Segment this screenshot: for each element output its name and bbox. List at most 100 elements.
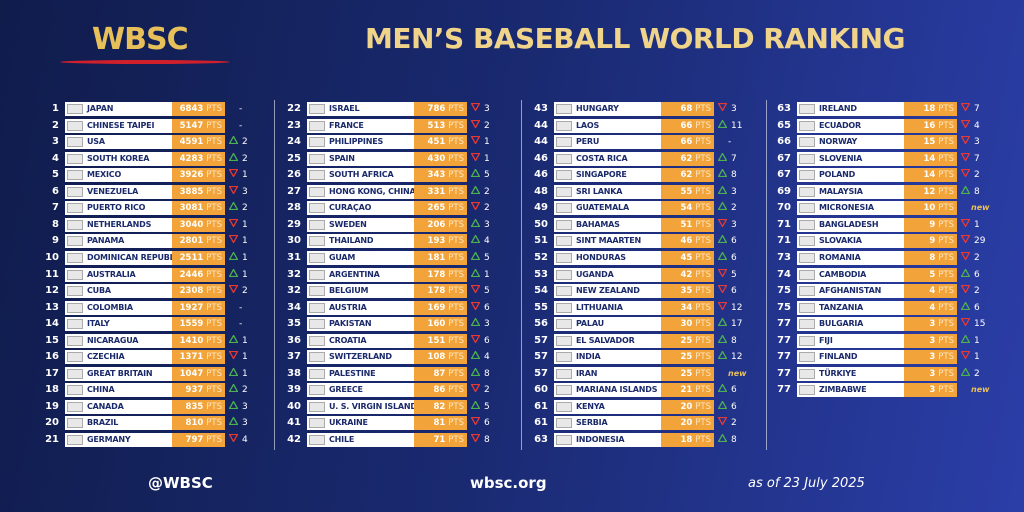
points: 14 bbox=[923, 153, 936, 164]
change: 1 bbox=[228, 168, 263, 182]
flag bbox=[67, 104, 83, 114]
country-name: ECUADOR bbox=[819, 120, 861, 130]
trend-up bbox=[228, 416, 239, 426]
flag bbox=[309, 219, 325, 230]
change-value: 6 bbox=[484, 302, 490, 313]
flag bbox=[67, 435, 83, 445]
rank: 77 bbox=[777, 367, 791, 379]
country-name: PALESTINE bbox=[329, 368, 376, 378]
points-unit: PTS bbox=[938, 269, 954, 280]
points-cell: 331 PTS bbox=[414, 184, 467, 199]
change: 3 bbox=[470, 102, 505, 116]
points-cell: 4591 PTS bbox=[172, 135, 225, 150]
points-unit: PTS bbox=[206, 153, 222, 164]
flag bbox=[799, 170, 815, 181]
country-name: NICARAGUA bbox=[87, 335, 139, 345]
points-cell: 1371 PTS bbox=[172, 350, 225, 365]
change: 8 bbox=[470, 433, 505, 447]
country-name: HUNGARY bbox=[576, 104, 619, 113]
change: 2 bbox=[228, 135, 263, 149]
points-cell: 181 PTS bbox=[414, 250, 467, 265]
rank: 17 bbox=[45, 367, 59, 379]
change-value: 2 bbox=[731, 418, 737, 429]
country-name: GREAT BRITAIN bbox=[87, 368, 153, 378]
country-name: SPAIN bbox=[329, 153, 355, 163]
country-cell: ROMANIA bbox=[797, 250, 904, 265]
country-cell: SPAIN bbox=[307, 151, 414, 166]
change: new bbox=[961, 201, 995, 215]
country-cell: NORWAY bbox=[797, 135, 904, 150]
rank: 66 bbox=[777, 136, 791, 148]
trend-up bbox=[470, 184, 481, 194]
trend-up bbox=[717, 151, 728, 161]
country-cell: DOMINICAN REPUBLIC bbox=[65, 250, 183, 265]
rank: 71 bbox=[777, 235, 791, 247]
country-cell: IRELAND bbox=[797, 102, 904, 116]
change: 2 bbox=[717, 416, 752, 430]
points-unit: PTS bbox=[206, 104, 222, 114]
change-value: 8 bbox=[484, 368, 490, 379]
change-value: 1 bbox=[974, 219, 980, 230]
rank: 61 bbox=[534, 417, 548, 429]
change-value: 5 bbox=[484, 252, 490, 263]
flag bbox=[67, 219, 83, 230]
points: 178 bbox=[427, 286, 446, 297]
change-value: 6 bbox=[484, 335, 490, 346]
change: 6 bbox=[960, 267, 995, 282]
flag bbox=[799, 153, 815, 164]
flag bbox=[799, 219, 815, 230]
country-cell: FIJI bbox=[797, 333, 904, 348]
change: 1 bbox=[960, 333, 995, 348]
change-value: 5 bbox=[484, 286, 490, 297]
trend-up bbox=[717, 433, 728, 443]
country-cell: PAKISTAN bbox=[307, 317, 414, 332]
change-value: 6 bbox=[731, 401, 737, 412]
flag bbox=[67, 120, 83, 131]
points-cell: 797 PTS bbox=[172, 433, 225, 447]
country-cell: BAHAMAS bbox=[554, 217, 661, 232]
flag bbox=[556, 104, 572, 114]
change: 6 bbox=[717, 234, 752, 248]
change-value: 6 bbox=[731, 252, 737, 263]
change: 6 bbox=[960, 300, 995, 315]
change-value: 12 bbox=[731, 302, 743, 313]
flag bbox=[309, 269, 325, 280]
country-cell: CURAÇAO bbox=[307, 201, 414, 216]
change: 1 bbox=[228, 333, 263, 348]
change-value: 3 bbox=[484, 104, 490, 114]
points: 3926 bbox=[179, 170, 204, 181]
points: 6843 bbox=[179, 104, 204, 114]
country-cell: AFGHANISTAN bbox=[797, 284, 904, 299]
points: 108 bbox=[427, 352, 446, 363]
change-value: 7 bbox=[974, 153, 980, 164]
points: 4591 bbox=[179, 137, 204, 148]
change-value: 1 bbox=[242, 170, 248, 181]
country-name: BAHAMAS bbox=[576, 219, 620, 229]
trend-down bbox=[717, 218, 728, 228]
change-value: 1 bbox=[242, 352, 248, 363]
date: as of 23 July 2025 bbox=[748, 476, 865, 491]
rank: 51 bbox=[534, 235, 548, 247]
points: 12 bbox=[923, 186, 936, 197]
change-value: 1 bbox=[484, 137, 490, 148]
change-value: 1 bbox=[974, 335, 980, 346]
change: 8 bbox=[960, 184, 995, 199]
points-cell: 3040 PTS bbox=[172, 217, 225, 232]
points: 10 bbox=[923, 203, 936, 214]
points-unit: PTS bbox=[938, 236, 954, 247]
points: 1047 bbox=[179, 368, 204, 379]
points: 1410 bbox=[179, 335, 204, 346]
points-unit: PTS bbox=[448, 153, 464, 164]
change-value: new bbox=[971, 203, 990, 213]
country-cell: COLOMBIA bbox=[65, 300, 172, 315]
flag bbox=[556, 252, 572, 263]
rank: 5 bbox=[52, 169, 59, 181]
country-cell: PHILIPPINES bbox=[307, 135, 414, 150]
rank: 24 bbox=[287, 136, 301, 148]
change: 1 bbox=[228, 366, 263, 381]
points-unit: PTS bbox=[206, 368, 222, 379]
flag bbox=[556, 286, 572, 297]
trend-down bbox=[228, 433, 239, 443]
change-value: 8 bbox=[731, 435, 737, 445]
change-value: 4 bbox=[242, 435, 248, 445]
